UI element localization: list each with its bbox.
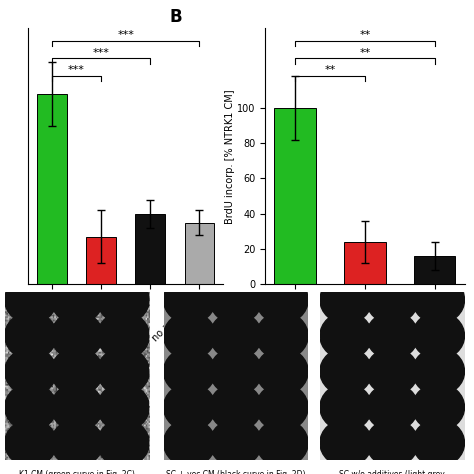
Ellipse shape [366, 312, 418, 359]
Ellipse shape [97, 419, 149, 466]
Ellipse shape [51, 276, 103, 323]
Ellipse shape [210, 383, 262, 431]
Ellipse shape [5, 419, 57, 466]
Ellipse shape [51, 383, 103, 431]
Ellipse shape [5, 348, 57, 395]
Ellipse shape [320, 348, 372, 395]
Text: **: ** [325, 65, 336, 75]
Ellipse shape [210, 312, 262, 359]
Text: **: ** [359, 30, 371, 40]
Ellipse shape [366, 348, 418, 395]
Text: SC + vec CM (black curve in Fig. 2D): SC + vec CM (black curve in Fig. 2D) [166, 470, 306, 474]
Ellipse shape [320, 276, 372, 323]
Ellipse shape [97, 276, 149, 323]
Ellipse shape [412, 276, 465, 323]
Bar [274, 108, 316, 284]
Ellipse shape [366, 383, 418, 431]
Text: SC w/o additives (light grey: SC w/o additives (light grey [339, 470, 445, 474]
Ellipse shape [256, 419, 308, 466]
Ellipse shape [164, 419, 216, 466]
Ellipse shape [51, 312, 103, 359]
Ellipse shape [97, 312, 149, 359]
Ellipse shape [51, 419, 103, 466]
Ellipse shape [256, 348, 308, 395]
Ellipse shape [210, 276, 262, 323]
Ellipse shape [366, 419, 418, 466]
Text: ***: *** [92, 47, 109, 57]
Ellipse shape [164, 348, 216, 395]
Ellipse shape [97, 383, 149, 431]
Text: ***: *** [117, 30, 134, 40]
Ellipse shape [210, 419, 262, 466]
Ellipse shape [412, 383, 465, 431]
Ellipse shape [51, 348, 103, 395]
Ellipse shape [5, 312, 57, 359]
Ellipse shape [5, 383, 57, 431]
Bar [184, 223, 214, 284]
Ellipse shape [164, 312, 216, 359]
Ellipse shape [164, 276, 216, 323]
Ellipse shape [320, 312, 372, 359]
Text: B: B [170, 8, 182, 26]
Ellipse shape [5, 276, 57, 323]
Ellipse shape [256, 383, 308, 431]
Bar [344, 242, 386, 284]
Ellipse shape [366, 276, 418, 323]
Text: **: ** [359, 47, 371, 57]
Ellipse shape [256, 312, 308, 359]
Bar [37, 94, 67, 284]
Ellipse shape [412, 348, 465, 395]
Bar [86, 237, 116, 284]
Bar [136, 214, 165, 284]
Ellipse shape [412, 419, 465, 466]
Ellipse shape [256, 276, 308, 323]
Ellipse shape [164, 383, 216, 431]
Text: ***: *** [68, 65, 85, 75]
Bar [414, 256, 456, 284]
Ellipse shape [412, 312, 465, 359]
Y-axis label: BrdU incorp. [% NTRK1 CM]: BrdU incorp. [% NTRK1 CM] [225, 89, 235, 224]
Text: K1 CM (green curve in Fig. 2C): K1 CM (green curve in Fig. 2C) [19, 470, 135, 474]
Ellipse shape [97, 348, 149, 395]
Ellipse shape [320, 419, 372, 466]
Ellipse shape [210, 348, 262, 395]
Ellipse shape [320, 383, 372, 431]
